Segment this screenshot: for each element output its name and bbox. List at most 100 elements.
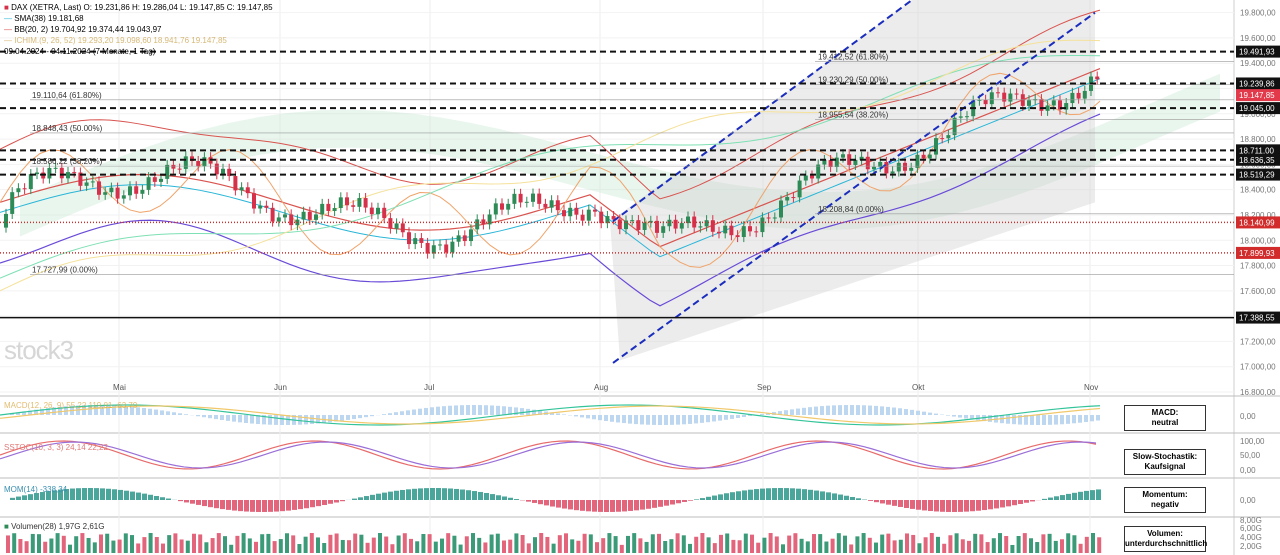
candle-body [1058,100,1062,110]
candle-body [103,192,108,195]
momentum-bar [142,493,147,500]
macd-histogram-bar [646,415,650,425]
momentum-bar [430,488,435,500]
candle-body [537,193,542,204]
volume-bar [130,535,134,553]
macd-histogram-bar [412,409,416,415]
macd-histogram-bar [184,414,188,415]
level-label: 18.711,00 [1239,146,1275,155]
momentum-bar [334,500,339,503]
level-label-bg [1236,311,1280,324]
candle-body [698,226,703,228]
candle-body [983,99,988,105]
volume-bar [706,537,711,553]
momentum-bar [754,489,759,500]
volume-bar [6,535,10,553]
volume-bar [688,543,692,553]
candle-body [357,198,362,207]
momentum-bar [886,500,891,505]
macd-histogram-bar [220,415,224,421]
volume-bar [37,534,41,553]
macd-histogram-bar [400,411,404,415]
momentum-bar [100,488,105,500]
volume-bar [595,542,599,553]
momentum-bar [796,488,801,500]
candle-body [419,238,424,243]
candle-body [22,188,27,190]
momentum-bar [202,500,207,507]
macd-histogram-bar [238,415,242,423]
momentum-bar [772,488,777,500]
volume-bar [898,539,903,553]
momentum-bar [40,492,45,500]
macd-histogram-bar [604,415,608,421]
macd-histogram-bar [16,412,20,415]
stoch-box-title: Slow-Stochastik: [1132,452,1198,461]
volume-bar [874,542,878,553]
momentum-bar [1090,490,1095,500]
volume-bar [619,544,624,553]
macd-histogram-bar [160,410,164,415]
volume-bar [154,537,159,553]
volume-bar [347,540,351,553]
volume-bar [1097,537,1102,553]
momentum-bar [634,500,639,511]
macd-histogram-bar [508,406,512,415]
macd-histogram-bar [592,415,596,420]
candle-body [121,195,126,199]
legend-volume-text: Volumen(28) 1,97G 2,61G [11,522,105,531]
macd-histogram-bar [28,410,32,415]
volume-bar [967,540,971,553]
candle-body [332,208,337,211]
volume-bar [942,543,947,553]
momentum-bar [22,495,27,500]
candle-body [413,238,418,245]
macd-histogram-bar [172,412,176,415]
candle-body [146,177,151,190]
candle-body [686,216,690,224]
macd-histogram-bar [58,406,62,415]
fib-label: 18.586,22 (38.20%) [32,157,103,166]
candle-body [134,186,139,194]
momentum-bar [832,493,837,500]
macd-histogram-bar [826,405,830,415]
volume-bar [303,536,308,553]
volume-bar [316,537,320,553]
candle-body [47,167,52,179]
volume-bar [1066,533,1071,553]
candle-body [704,220,709,227]
candle-body [915,154,920,168]
macd-histogram-bar [1072,415,1076,424]
momentum-bar [640,500,645,510]
macd-histogram-bar [652,415,656,425]
macd-histogram-bar [730,415,734,419]
volume-bar [86,537,91,553]
candle-body [196,161,201,167]
volume-bar [1053,540,1058,553]
momentum-bar [58,489,63,500]
volume-bar [836,533,841,553]
candle-body [221,168,225,175]
macd-histogram-bar [658,415,662,425]
candle-body [903,162,907,171]
candle-body [35,172,39,175]
momentum-bar [766,488,771,500]
candle-body [1008,93,1013,102]
volume-bar [1072,535,1077,553]
candle-body [59,167,64,179]
momentum-bar [424,488,429,500]
macd-histogram-bar [916,410,920,415]
momentum-bar [976,500,981,511]
volume-bar [731,539,736,553]
macd-histogram-bar [388,413,392,415]
candle-body [431,245,436,254]
momentum-bar [496,495,501,500]
macd-histogram-bar [748,415,752,416]
macd-histogram-bar [820,406,824,415]
momentum-bar [94,488,99,500]
volume-bar [390,544,395,553]
macd-histogram-bar [904,409,908,415]
legend-period: 09.04.2024 - 04.11.2024 (7 Monate, 1 Tag… [4,47,155,57]
momentum-bar [154,495,159,500]
macd-histogram-bar [1018,415,1022,425]
